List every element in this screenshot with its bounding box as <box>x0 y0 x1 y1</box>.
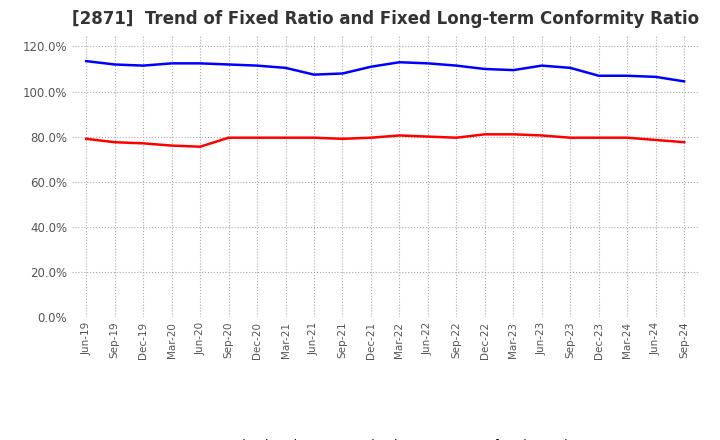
Fixed Long-term Conformity Ratio <box>253 135 261 140</box>
Fixed Long-term Conformity Ratio <box>623 135 631 140</box>
Fixed Ratio <box>566 65 575 70</box>
Fixed Long-term Conformity Ratio <box>595 135 603 140</box>
Fixed Long-term Conformity Ratio <box>480 132 489 137</box>
Fixed Long-term Conformity Ratio <box>652 137 660 143</box>
Fixed Ratio <box>139 63 148 68</box>
Fixed Long-term Conformity Ratio <box>566 135 575 140</box>
Fixed Long-term Conformity Ratio <box>452 135 461 140</box>
Fixed Long-term Conformity Ratio <box>167 143 176 148</box>
Fixed Ratio <box>82 59 91 64</box>
Fixed Long-term Conformity Ratio <box>282 135 290 140</box>
Fixed Long-term Conformity Ratio <box>139 141 148 146</box>
Fixed Long-term Conformity Ratio <box>310 135 318 140</box>
Legend: Fixed Ratio, Fixed Long-term Conformity Ratio: Fixed Ratio, Fixed Long-term Conformity … <box>190 434 580 440</box>
Fixed Ratio <box>680 79 688 84</box>
Fixed Ratio <box>452 63 461 68</box>
Fixed Long-term Conformity Ratio <box>395 133 404 138</box>
Fixed Ratio <box>509 67 518 73</box>
Fixed Long-term Conformity Ratio <box>82 136 91 142</box>
Fixed Ratio <box>623 73 631 78</box>
Fixed Ratio <box>423 61 432 66</box>
Fixed Ratio <box>253 63 261 68</box>
Fixed Long-term Conformity Ratio <box>537 133 546 138</box>
Fixed Ratio <box>537 63 546 68</box>
Line: Fixed Long-term Conformity Ratio: Fixed Long-term Conformity Ratio <box>86 134 684 147</box>
Fixed Ratio <box>480 66 489 72</box>
Fixed Ratio <box>395 59 404 65</box>
Fixed Ratio <box>595 73 603 78</box>
Fixed Long-term Conformity Ratio <box>225 135 233 140</box>
Fixed Ratio <box>282 65 290 70</box>
Fixed Long-term Conformity Ratio <box>366 135 375 140</box>
Fixed Long-term Conformity Ratio <box>423 134 432 139</box>
Fixed Ratio <box>167 61 176 66</box>
Fixed Ratio <box>225 62 233 67</box>
Title: [2871]  Trend of Fixed Ratio and Fixed Long-term Conformity Ratio: [2871] Trend of Fixed Ratio and Fixed Lo… <box>71 10 699 28</box>
Fixed Ratio <box>310 72 318 77</box>
Fixed Long-term Conformity Ratio <box>338 136 347 142</box>
Fixed Ratio <box>110 62 119 67</box>
Line: Fixed Ratio: Fixed Ratio <box>86 61 684 81</box>
Fixed Ratio <box>338 71 347 76</box>
Fixed Long-term Conformity Ratio <box>196 144 204 149</box>
Fixed Long-term Conformity Ratio <box>110 139 119 145</box>
Fixed Ratio <box>366 64 375 70</box>
Fixed Long-term Conformity Ratio <box>680 139 688 145</box>
Fixed Long-term Conformity Ratio <box>509 132 518 137</box>
Fixed Ratio <box>196 61 204 66</box>
Fixed Ratio <box>652 74 660 80</box>
